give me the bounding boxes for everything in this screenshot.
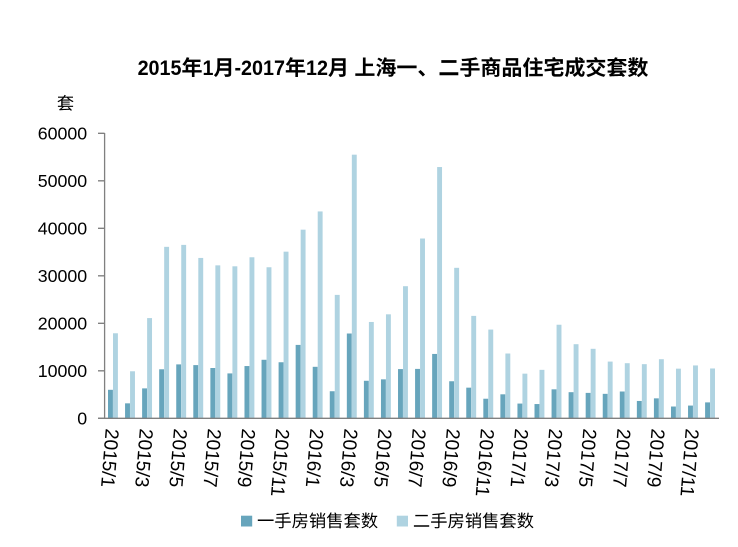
svg-text:1: 1 — [203, 57, 214, 80]
svg-text:2017/9: 2017/9 — [642, 428, 668, 488]
svg-text:30000: 30000 — [38, 266, 88, 286]
svg-text:2017/5: 2017/5 — [574, 428, 600, 488]
svg-text:2015/7: 2015/7 — [198, 428, 224, 488]
svg-text:20000: 20000 — [38, 314, 88, 334]
svg-text:10000: 10000 — [38, 361, 88, 381]
svg-text:2015/3: 2015/3 — [130, 428, 156, 488]
svg-text:2017/3: 2017/3 — [540, 428, 566, 488]
svg-text:0: 0 — [77, 409, 87, 429]
svg-text:2016/7: 2016/7 — [403, 428, 429, 488]
svg-text:2015/1: 2015/1 — [96, 428, 122, 488]
svg-text:40000: 40000 — [38, 219, 88, 239]
svg-text:2016/9: 2016/9 — [437, 428, 463, 488]
svg-text:60000: 60000 — [38, 124, 88, 144]
svg-text:2015: 2015 — [138, 57, 182, 80]
svg-text:2016/5: 2016/5 — [369, 428, 395, 488]
svg-text:2017/1: 2017/1 — [506, 428, 532, 488]
svg-text:50000: 50000 — [38, 171, 88, 191]
svg-text:2016/3: 2016/3 — [335, 428, 361, 488]
svg-text:2015/5: 2015/5 — [164, 428, 190, 488]
svg-text:2015/9: 2015/9 — [233, 428, 259, 488]
svg-text:12: 12 — [306, 57, 328, 80]
svg-text:2017/7: 2017/7 — [608, 428, 634, 488]
svg-text:-2017: -2017 — [234, 57, 284, 80]
svg-text:2016/1: 2016/1 — [301, 428, 327, 488]
